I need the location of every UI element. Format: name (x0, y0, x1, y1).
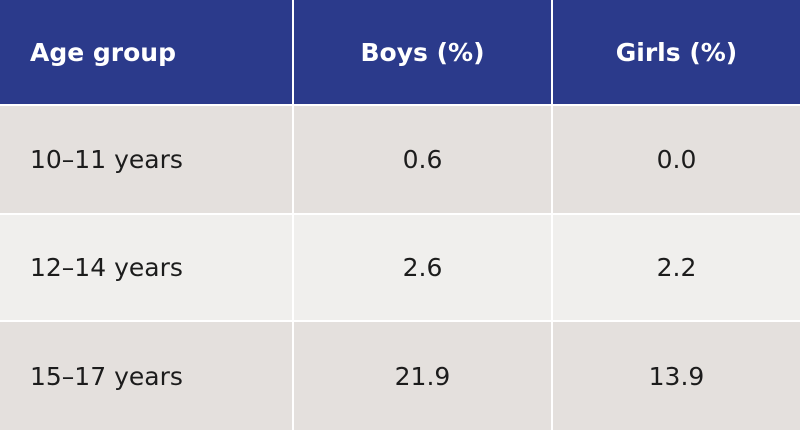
table-cell: 10–11 years (0, 104, 292, 213)
table-cell: 15–17 years (0, 320, 292, 430)
table-cell: 21.9 (292, 320, 551, 430)
header-cell: Boys (%) (292, 0, 551, 104)
table-cell: 0.0 (551, 104, 800, 213)
table-cell: 2.2 (551, 213, 800, 320)
table-cell: 13.9 (551, 320, 800, 430)
table-cell: 2.6 (292, 213, 551, 320)
table-cell: 12–14 years (0, 213, 292, 320)
header-cell: Age group (0, 0, 292, 104)
table-cell: 0.6 (292, 104, 551, 213)
header-cell: Girls (%) (551, 0, 800, 104)
